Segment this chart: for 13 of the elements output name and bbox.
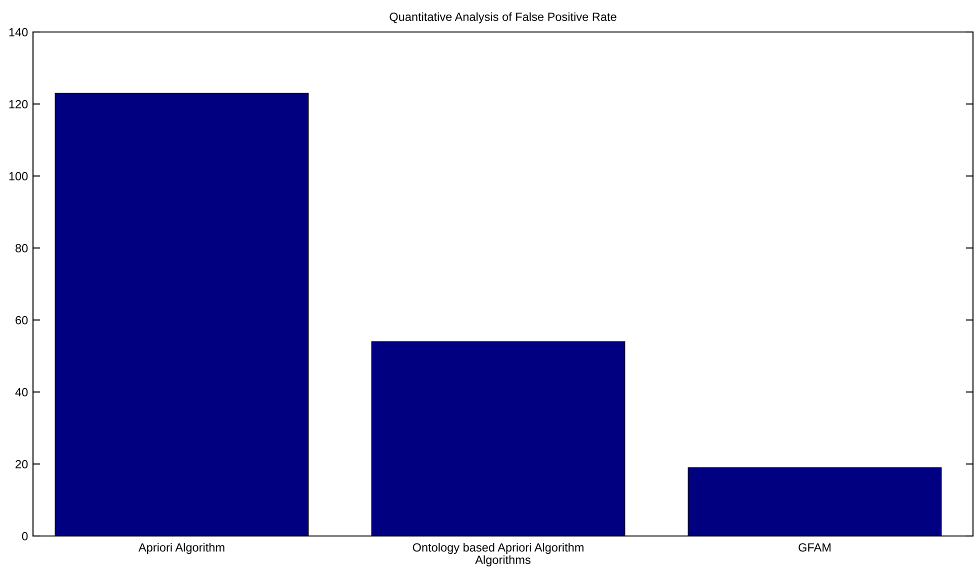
y-tick-label: 40 xyxy=(15,388,28,396)
y-tick-label: 140 xyxy=(9,28,28,36)
y-tick-label: 0 xyxy=(22,532,28,540)
x-axis-title: Algorithms xyxy=(475,555,530,566)
y-tick-label: 20 xyxy=(16,460,28,468)
x-tick-label: GFAM xyxy=(798,543,831,552)
y-tick-label: 80 xyxy=(16,244,28,252)
chart-title: Quantitative Analysis of False Positive Rate xyxy=(390,12,616,24)
y-tick-label: 100 xyxy=(9,172,28,180)
x-tick-label: Ontology based Apriori Algorithm xyxy=(412,542,584,554)
x-tick-label: Apriori Algorithm xyxy=(138,542,224,554)
y-tick-label: 60 xyxy=(16,316,28,324)
y-tick-label: 120 xyxy=(9,100,28,108)
